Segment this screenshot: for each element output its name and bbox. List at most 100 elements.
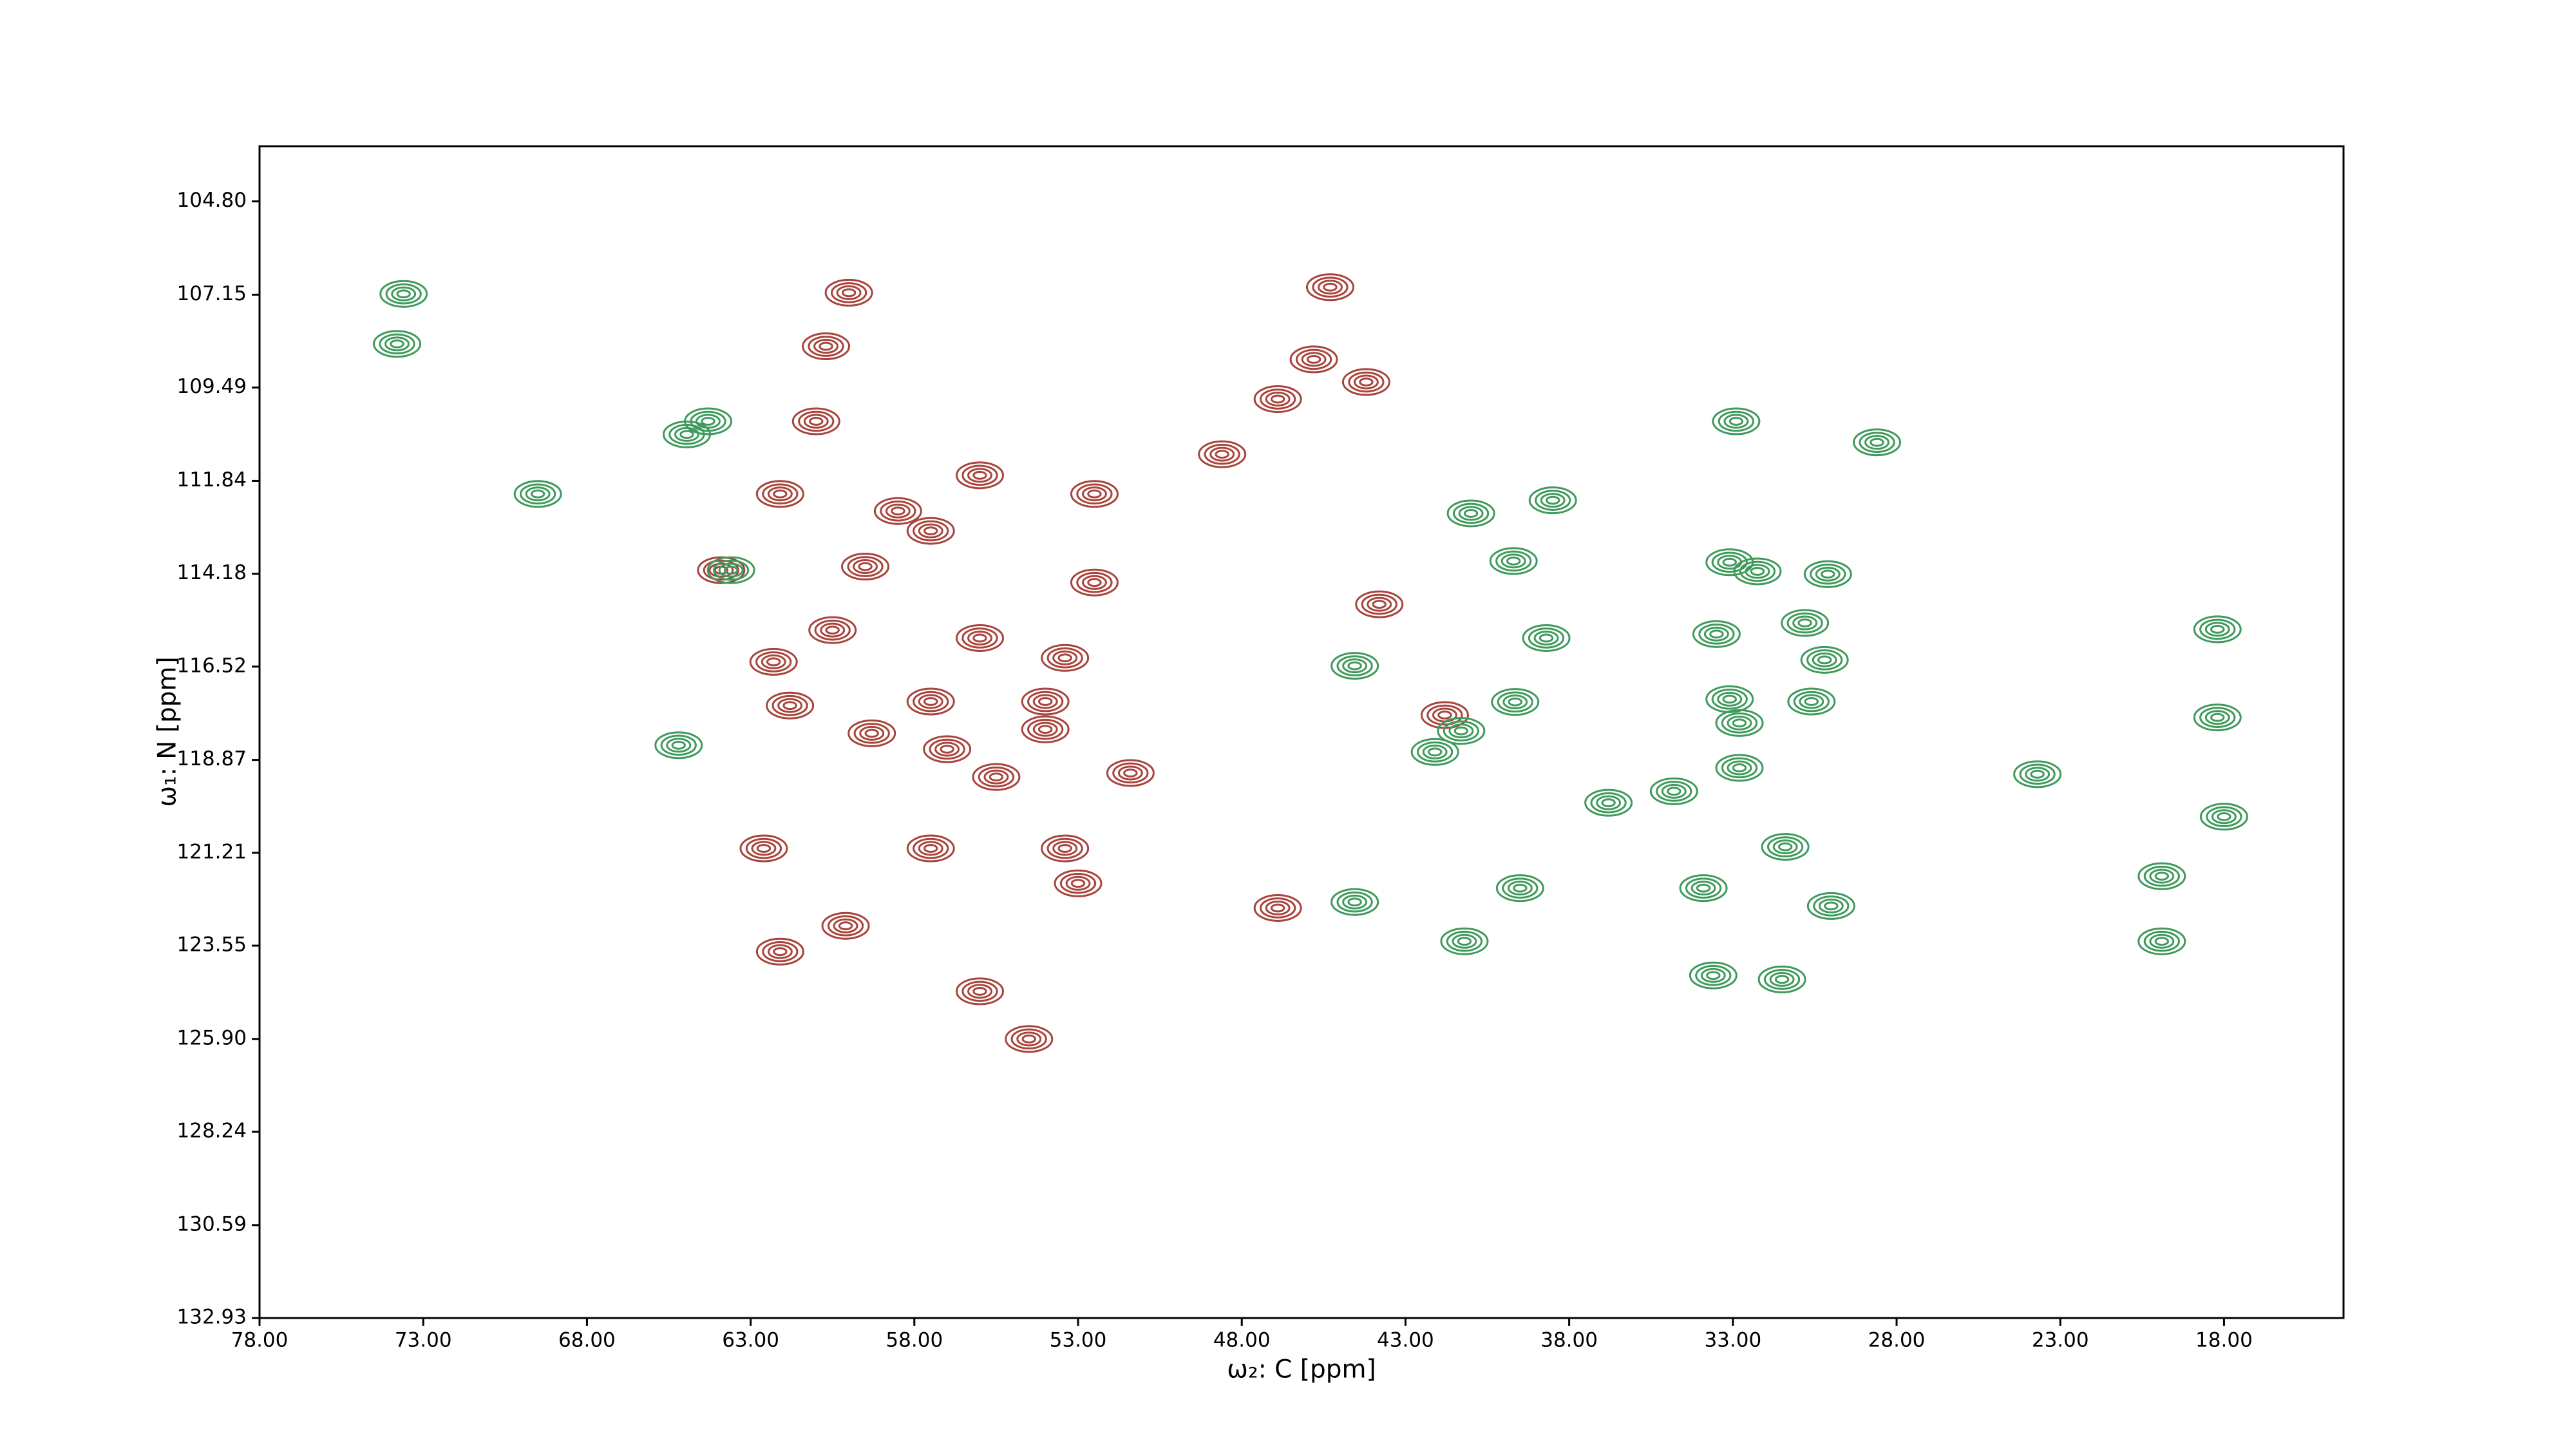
contour-ring <box>767 486 793 502</box>
x-tick-label: 33.00 <box>1704 1329 1761 1352</box>
contour-ring <box>1539 633 1554 643</box>
contour-ring <box>1696 883 1711 893</box>
contour-ring <box>2193 703 2242 732</box>
contour-ring <box>1667 787 1681 796</box>
contour-ring <box>791 407 840 435</box>
contour-ring <box>859 725 885 741</box>
contour-ring <box>745 837 782 859</box>
contour-ring <box>384 336 410 352</box>
contour-ring <box>1448 723 1474 739</box>
contour-ring <box>1711 551 1748 573</box>
plot-frame <box>258 145 2345 1319</box>
contour-ring <box>1295 349 1332 370</box>
contour-ring <box>906 687 955 716</box>
contour-ring <box>1347 897 1362 907</box>
contour-ring <box>1270 394 1285 404</box>
contour-ring <box>1774 975 1790 984</box>
contour-ring <box>1767 836 1804 857</box>
contour-ring <box>1703 626 1729 642</box>
contour-ring <box>662 420 711 448</box>
plot-marks <box>373 273 2248 1053</box>
contour-ring <box>1792 615 1818 631</box>
contour-ring <box>1355 590 1404 618</box>
contour-ring <box>1495 874 1544 903</box>
contour-ring <box>1032 721 1058 737</box>
contour-ring <box>1781 609 1830 637</box>
contour-ring <box>1810 563 1846 585</box>
contour-ring <box>1265 900 1291 915</box>
contour-ring <box>1253 385 1302 414</box>
contour-ring <box>2210 625 2225 634</box>
y-tick-label: 109.49 <box>177 375 247 398</box>
contour-ring <box>1732 718 1747 728</box>
contour-ring <box>2199 707 2236 729</box>
contour-ring <box>1289 345 1338 374</box>
contour-ring <box>1306 354 1321 364</box>
contour-ring <box>873 497 922 525</box>
contour-ring <box>766 657 781 667</box>
contour-ring <box>906 834 955 863</box>
contour-ring <box>1446 499 1495 528</box>
contour-ring <box>1027 718 1064 740</box>
contour-ring <box>520 483 556 505</box>
y-tick-label: 116.52 <box>177 654 247 677</box>
contour-ring <box>1739 560 1776 582</box>
contour-ring <box>671 740 686 750</box>
contour-ring <box>2149 868 2175 884</box>
contour-ring <box>2154 937 2170 946</box>
contour-ring <box>1806 892 1855 920</box>
contour-ring <box>808 616 857 644</box>
contour-ring <box>1690 881 1716 896</box>
contour-ring <box>391 286 417 301</box>
contour-ring <box>1457 937 1472 946</box>
contour-ring <box>961 980 998 1002</box>
contour-ring <box>1037 725 1053 734</box>
contour-ring <box>1815 566 1841 582</box>
contour-ring <box>1342 658 1368 674</box>
contour-ring <box>1864 435 1890 450</box>
contour-ring <box>809 417 824 426</box>
y-tick-label: 123.55 <box>177 933 247 957</box>
contour-ring <box>1010 1028 1047 1050</box>
contour-ring <box>1052 841 1078 856</box>
contour-ring <box>2204 710 2230 725</box>
contour-ring <box>1021 715 1070 743</box>
x-tick-label: 28.00 <box>1868 1329 1926 1352</box>
contour-ring <box>373 330 422 358</box>
contour-ring <box>1870 437 1884 447</box>
y-tick-label: 128.24 <box>177 1120 247 1143</box>
contour-ring <box>2030 769 2045 779</box>
contour-ring <box>1732 763 1747 772</box>
x-tick-label: 58.00 <box>886 1329 943 1352</box>
contour-ring <box>530 489 545 499</box>
contour-ring <box>1761 833 1810 861</box>
contour-ring <box>858 562 873 571</box>
contour-ring <box>1417 741 1454 763</box>
contour-ring <box>1041 644 1090 672</box>
contour-ring <box>2193 615 2242 644</box>
contour-ring <box>706 556 755 584</box>
x-tick-label: 53.00 <box>1050 1329 1107 1352</box>
contour-ring <box>967 984 992 999</box>
contour-ring <box>838 921 853 931</box>
contour-ring <box>1533 630 1559 645</box>
contour-ring <box>880 500 916 522</box>
contour-ring <box>853 559 878 575</box>
contour-ring <box>1454 726 1469 736</box>
contour-ring <box>2149 933 2175 949</box>
contour-ring <box>1336 891 1373 913</box>
contour-ring <box>1422 744 1448 759</box>
contour-ring <box>1361 593 1397 615</box>
contour-ring <box>1711 689 1748 710</box>
contour-ring <box>679 430 694 439</box>
contour-ring <box>1458 506 1484 521</box>
contour-ring <box>1596 795 1622 810</box>
contour-ring <box>2154 872 2170 881</box>
contour-ring <box>1059 872 1097 894</box>
contour-ring <box>766 691 815 720</box>
contour-ring <box>1112 762 1149 784</box>
contour-ring <box>385 283 422 305</box>
contour-ring <box>1305 273 1354 301</box>
